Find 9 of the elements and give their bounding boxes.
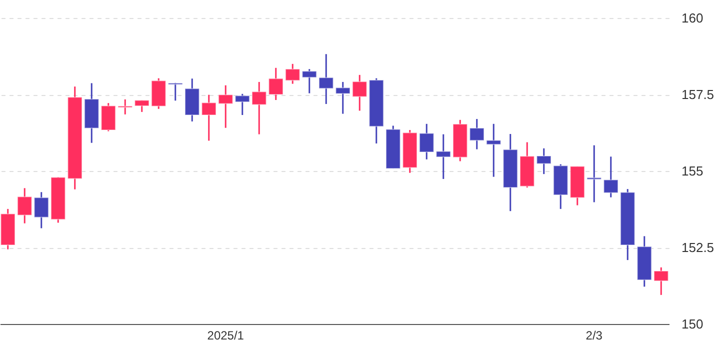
y-tick-label: 155	[682, 164, 704, 178]
y-tick-label: 157.5	[682, 87, 714, 102]
y-tick-label: 160	[682, 10, 704, 26]
y-tick-label: 152.5	[682, 240, 714, 255]
candlestick	[536, 148, 552, 175]
x-tick-label: 2025/1	[207, 328, 244, 342]
candlestick	[168, 82, 183, 102]
x-tick-label: 2/3	[586, 328, 603, 342]
y-tick-label: 150	[682, 316, 704, 332]
